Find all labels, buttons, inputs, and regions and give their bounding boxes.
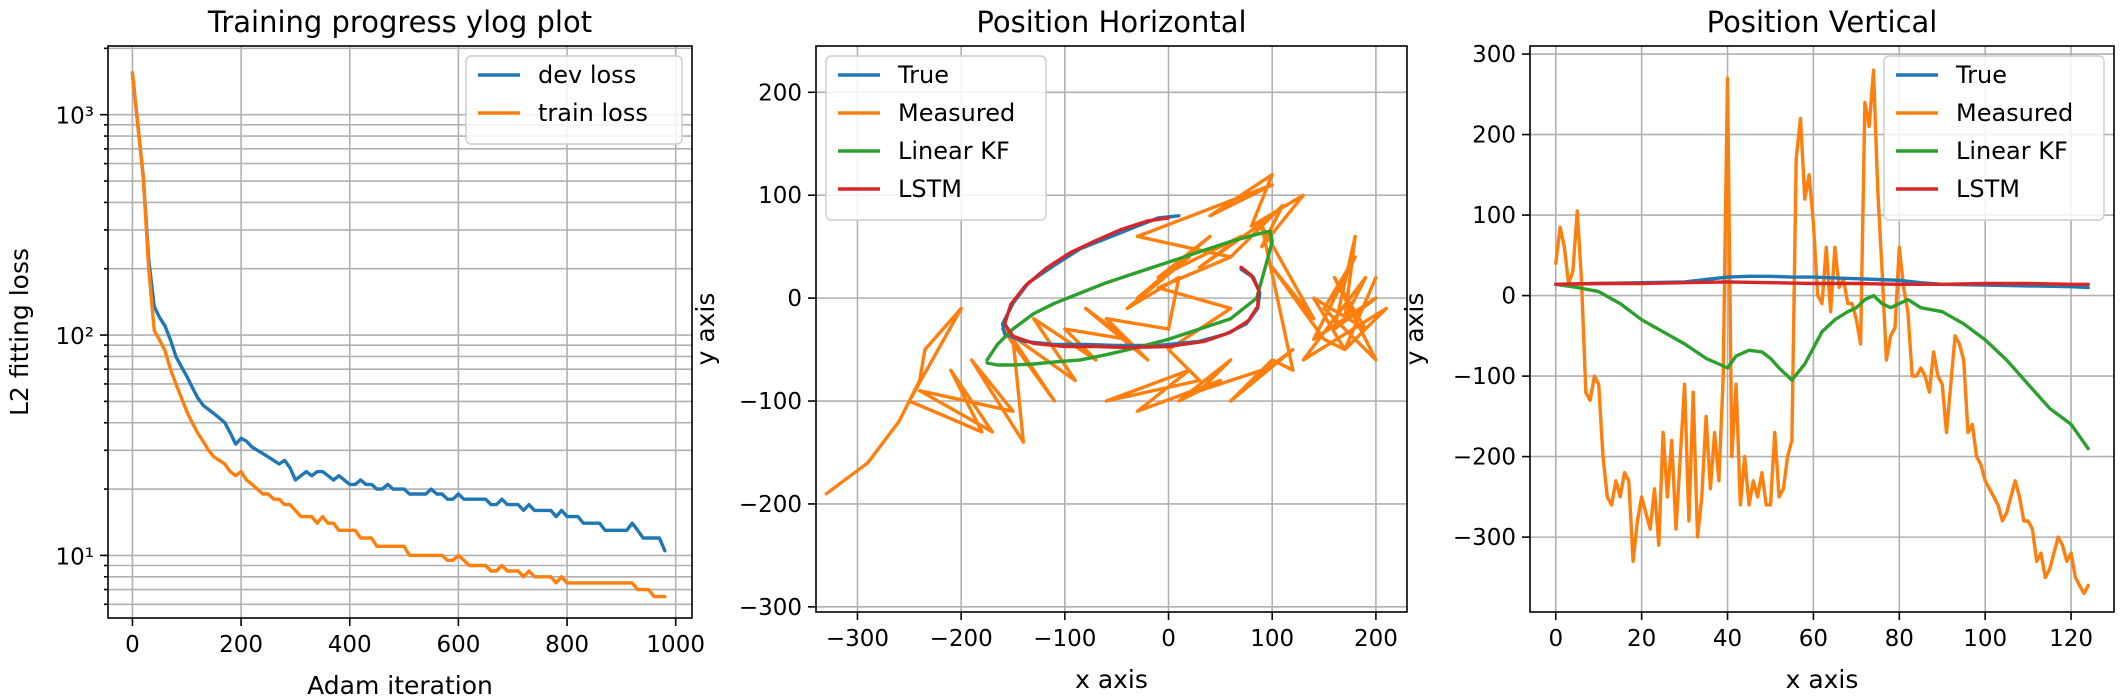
axes-frame	[107, 45, 693, 619]
series-line-lstm	[1554, 280, 2090, 286]
y-tick-label: 200	[758, 80, 802, 106]
series-group	[1554, 68, 2090, 596]
chart-title: Position Horizontal	[976, 5, 1246, 39]
y-tick-label: −300	[1453, 525, 1516, 551]
series-line-linear-kf	[985, 229, 1274, 367]
x-tick-label: 0	[1161, 626, 1176, 652]
x-tick-label: 120	[2049, 626, 2093, 652]
legend: True Measured Linear KF LSTM	[825, 55, 1047, 221]
x-tick-label: 100	[1963, 626, 2007, 652]
y-axis-label: L2 fitting loss	[5, 248, 34, 416]
y-tick-label: 100	[758, 183, 802, 209]
series-line-dev-loss	[130, 71, 667, 553]
y-tick-label: 100	[1472, 203, 1516, 229]
x-tick-label: 1000	[646, 632, 705, 658]
x-tick-label: 80	[1885, 626, 1914, 652]
legend-label: LSTM	[1956, 175, 2020, 203]
axes-frame	[1529, 45, 2115, 613]
legend: dev loss train loss	[465, 55, 683, 145]
series-line-train-loss	[130, 71, 667, 599]
y-tick-label: 0	[787, 286, 802, 312]
position-horizontal-panel: −300 −200 −100 0 100 200 −300 −200 −100 0 100 200 Po…	[691, 5, 1408, 694]
x-tick-label: 60	[1799, 626, 1828, 652]
legend-box	[465, 55, 683, 145]
y-tick-label: 300	[1472, 42, 1516, 68]
chart-title: Training progress ylog plot	[207, 5, 592, 39]
grid-lines	[1530, 46, 2114, 612]
x-tick-label: 200	[219, 632, 263, 658]
legend-label: train loss	[538, 99, 648, 127]
x-tick-label: −100	[1033, 626, 1096, 652]
legend-label: LSTM	[898, 175, 962, 203]
y-tick-label: 200	[1472, 123, 1516, 149]
y-tick-label: 10¹	[56, 544, 95, 570]
series-line-measured	[1554, 68, 2090, 596]
x-tick-label: −300	[826, 626, 889, 652]
series-line-true	[1000, 214, 1262, 348]
y-axis-label: y axis	[691, 293, 720, 366]
x-tick-label: 200	[1354, 626, 1398, 652]
x-tick-label: 600	[436, 632, 480, 658]
training-loss-panel: 0 200 400 600 800 1000 10¹ 10² 10³ Training progr…	[5, 5, 705, 699]
x-tick-label: 0	[1548, 626, 1563, 652]
series-group	[130, 71, 667, 599]
y-tick-label: −100	[1453, 364, 1516, 390]
legend-label: Linear KF	[1956, 137, 2068, 165]
legend-label: Linear KF	[898, 137, 1010, 165]
series-line-measured	[824, 172, 1389, 496]
legend: True Measured Linear KF LSTM	[1883, 55, 2105, 221]
y-tick-label: −200	[739, 492, 802, 518]
y-tick-label: 10²	[56, 324, 95, 350]
x-tick-label: 0	[125, 632, 140, 658]
x-tick-label: 100	[1250, 626, 1294, 652]
y-tick-label: 10³	[56, 104, 95, 130]
axes-frame	[815, 45, 1408, 613]
series-line-linear-kf	[1554, 282, 2090, 451]
x-tick-label: 800	[545, 632, 589, 658]
x-axis-label: x axis	[1075, 665, 1148, 694]
chart-title: Position Vertical	[1707, 5, 1938, 39]
position-vertical-panel: 0 20 40 60 80 100 120 −300 −200 −100 0 100 200 300 Pos…	[1400, 5, 2115, 694]
y-axis-label: y axis	[1400, 293, 1429, 366]
legend-box	[825, 55, 1047, 221]
legend-label: Measured	[898, 99, 1015, 127]
series-line-lstm	[1003, 216, 1261, 350]
legend-label: True	[1955, 61, 2007, 89]
x-tick-label: 40	[1713, 626, 1742, 652]
legend-label: True	[897, 61, 949, 89]
legend-label: Measured	[1956, 99, 2073, 127]
legend-label: dev loss	[538, 61, 636, 89]
x-tick-label: 20	[1627, 626, 1656, 652]
y-tick-label: 0	[1501, 284, 1516, 310]
legend-box	[1883, 55, 2105, 221]
x-tick-label: −200	[930, 626, 993, 652]
x-axis-label: x axis	[1786, 665, 1859, 694]
y-tick-label: −200	[1453, 445, 1516, 471]
series-group	[824, 172, 1389, 496]
y-tick-label: −300	[739, 595, 802, 621]
x-axis-label: Adam iteration	[307, 671, 493, 699]
x-tick-label: 400	[328, 632, 372, 658]
y-tick-label: −100	[739, 389, 802, 415]
